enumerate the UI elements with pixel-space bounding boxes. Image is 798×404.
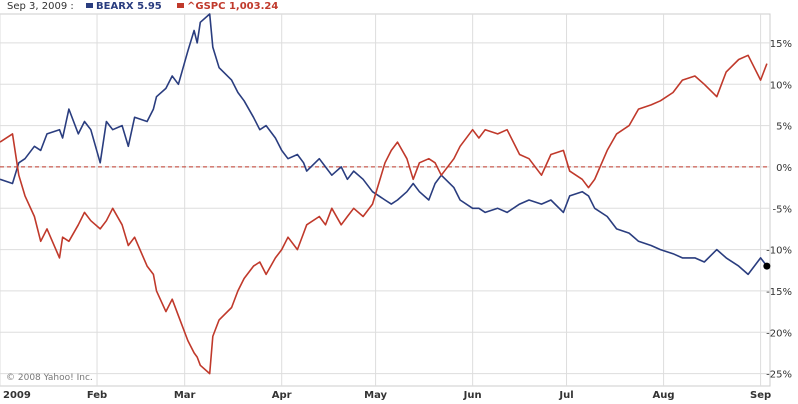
legend-item-gspc[interactable]: ^GSPC 1,003.24 (177, 0, 278, 14)
x-tick-label: Mar (174, 390, 196, 401)
x-tick-label: Jun (463, 390, 482, 401)
y-axis-ticks: 15% 10% 5% 0% -5% -10% -15% -20% -25% (766, 39, 792, 381)
legend-swatch-bearx (86, 3, 93, 8)
quote-date: Sep 3, 2009 : (7, 1, 74, 12)
copyright-text: © 2008 Yahoo! Inc. (6, 373, 93, 383)
y-tick-label: -20% (766, 328, 792, 339)
y-tick-label: -15% (766, 287, 792, 298)
y-tick-label: -5% (773, 204, 792, 215)
y-tick-label: 15% (770, 39, 792, 50)
legend-symbol-bearx: BEARX (96, 1, 134, 12)
legend-item-bearx[interactable]: BEARX 5.95 (86, 0, 162, 14)
x-tick-label: Sep (750, 390, 771, 401)
x-tick-label: Aug (653, 390, 675, 401)
x-tick-label: May (364, 390, 387, 401)
grid-lines (0, 14, 770, 386)
y-tick-label: 10% (770, 80, 792, 91)
x-tick-label: 2009 (3, 390, 31, 401)
x-axis-ticks: 2009 Feb Mar Apr May Jun Jul Aug Sep (3, 390, 771, 401)
x-tick-label: Feb (87, 390, 107, 401)
series-line-gspc (0, 54, 768, 375)
legend-swatch-gspc (177, 3, 184, 8)
y-tick-label: -25% (766, 370, 792, 381)
chart-header: Sep 3, 2009 : BEARX 5.95 ^GSPC 1,003.24 (0, 0, 798, 14)
last-value-marker (763, 262, 771, 270)
series-line-bearx (0, 13, 768, 276)
series-lines (0, 13, 768, 375)
x-tick-label: Apr (272, 390, 292, 401)
y-tick-label: 0% (776, 163, 792, 174)
y-tick-label: -10% (766, 246, 792, 257)
legend-symbol-gspc: ^GSPC (187, 1, 226, 12)
x-tick-label: Jul (558, 390, 573, 401)
legend-value-bearx: 5.95 (137, 1, 162, 12)
y-tick-label: 5% (776, 122, 792, 133)
legend-value-gspc: 1,003.24 (228, 1, 279, 12)
